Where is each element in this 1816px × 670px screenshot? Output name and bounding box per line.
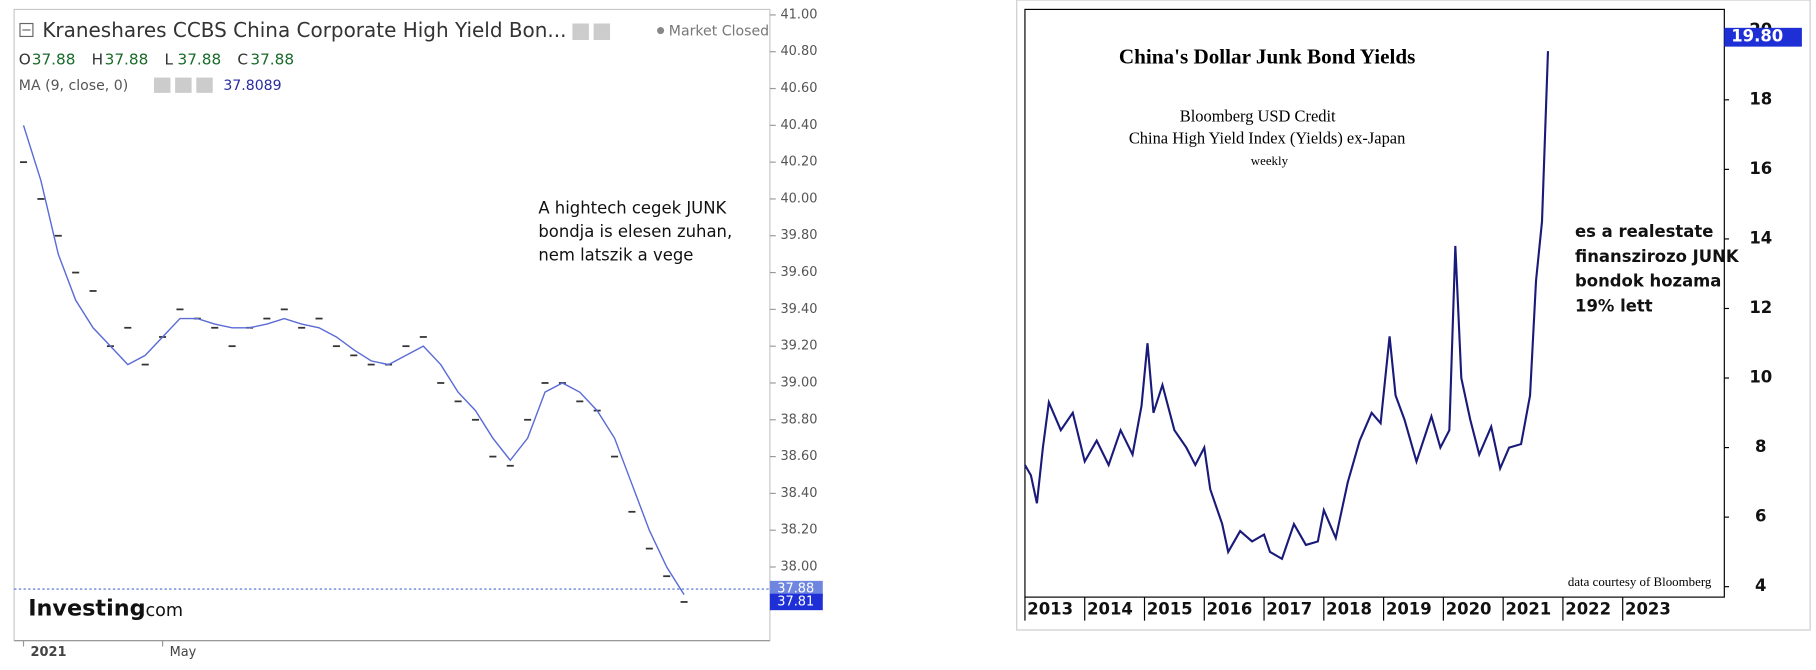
- x-tick-label: 2021: [31, 645, 67, 660]
- yield-line: [1024, 51, 1550, 561]
- y-tick-label: 40.80: [780, 44, 817, 59]
- y-tick-label: 38.20: [780, 523, 817, 538]
- x-tick-label: 2018: [1326, 600, 1372, 619]
- x-tick-label: 2016: [1207, 600, 1253, 619]
- ma-line: [22, 125, 685, 595]
- ohlc-label: L: [165, 50, 174, 68]
- y-tick-label: 12: [1749, 298, 1772, 317]
- y-tick-label: 39.00: [780, 375, 817, 390]
- last-value-tag: [1724, 27, 1802, 47]
- annotation: A hightech cegek JUNK: [538, 199, 727, 218]
- ohlc-value: 37.88: [32, 50, 76, 68]
- indicator-value: 37.8089: [223, 78, 281, 94]
- right-plot-frame: [1024, 8, 1725, 598]
- y-tick-label: 39.80: [780, 228, 817, 243]
- settings-icon[interactable]: [593, 23, 611, 40]
- y-tick-label: 40.20: [780, 155, 817, 170]
- y-tick-label: 10: [1749, 368, 1772, 387]
- y-tick-label: 38.00: [780, 559, 817, 574]
- ohlc-row: O 37.88 H 37.88 L 37.88 C 37.88: [19, 50, 294, 68]
- x-tick-label: 2014: [1087, 600, 1133, 619]
- ohlc-label: H: [92, 50, 103, 68]
- x-tick-label: 2013: [1027, 600, 1073, 619]
- y-tick-label: 38.40: [780, 486, 817, 501]
- source-note: data courtesy of Bloomberg: [1568, 574, 1712, 589]
- y-tick-label: 39.20: [780, 339, 817, 354]
- logo-suffix: .com: [140, 601, 183, 621]
- right-subtitle: China High Yield Index (Yields) ex-Japan: [1129, 129, 1405, 148]
- right-subtitle: Bloomberg USD Credit: [1180, 106, 1336, 125]
- annotation: bondja is elesen zuhan,: [538, 222, 732, 241]
- market-status: Market Closed: [669, 24, 769, 40]
- price-tag-label: 37.81: [777, 594, 814, 609]
- y-tick-label: 41.00: [780, 7, 817, 22]
- x-tick-label: 2021: [1506, 600, 1552, 619]
- y-tick-label: 40.60: [780, 81, 817, 96]
- status-dot: [657, 27, 665, 35]
- ohlc-label: C: [237, 50, 248, 68]
- ohlc-label: O: [19, 50, 31, 68]
- right-subtitle: weekly: [1251, 153, 1289, 168]
- left-plot-frame: [13, 8, 771, 642]
- y-tick-label: 4: [1755, 576, 1766, 595]
- left-title: Kraneshares CCBS China Corporate High Yi…: [42, 18, 566, 42]
- indicator-icon[interactable]: [153, 77, 171, 93]
- ohlc-value: 37.88: [250, 50, 294, 68]
- y-tick-label: 8: [1755, 437, 1766, 456]
- annotation: bondok hozama: [1575, 272, 1721, 291]
- annotation: finanszirozo JUNK: [1575, 247, 1740, 266]
- collapse-icon: [19, 22, 34, 38]
- right-title: China's Dollar Junk Bond Yields: [1119, 45, 1415, 69]
- y-tick-label: 39.40: [780, 302, 817, 317]
- indicator-icon[interactable]: [175, 77, 192, 93]
- settings-icon[interactable]: [572, 23, 589, 40]
- x-tick-label: 2019: [1386, 600, 1432, 619]
- indicator-name: MA (9, close, 0): [19, 78, 128, 94]
- y-tick-label: 6: [1755, 507, 1766, 526]
- ohlc-value: 37.88: [177, 50, 221, 68]
- logo-main: Investing: [28, 595, 145, 621]
- y-tick-label: 38.80: [780, 412, 817, 427]
- x-tick-label: 2020: [1446, 600, 1492, 619]
- x-tick-label: 2017: [1266, 600, 1312, 619]
- price-tag: [769, 593, 823, 611]
- y-tick-label: 40.00: [780, 191, 817, 206]
- y-tick-label: 18: [1749, 89, 1772, 108]
- ohlc-value: 37.88: [105, 50, 149, 68]
- last-value-label: 19.80: [1731, 27, 1783, 46]
- indicator-icon[interactable]: [196, 77, 213, 93]
- y-tick-label: 40.40: [780, 118, 817, 133]
- y-tick-label: 14: [1749, 228, 1772, 247]
- y-tick-label: 38.60: [780, 449, 817, 464]
- annotation: 19% lett: [1575, 296, 1653, 315]
- annotation: nem latszik a vege: [538, 246, 693, 265]
- y-tick-label: 16: [1749, 159, 1772, 178]
- x-tick-label: 2022: [1565, 600, 1611, 619]
- x-tick-label: 2023: [1625, 600, 1671, 619]
- x-tick-label: 2015: [1147, 600, 1193, 619]
- y-tick-label: 39.60: [780, 265, 817, 280]
- price-tag-label: 37.88: [777, 582, 814, 597]
- x-tick-label: May: [170, 645, 197, 660]
- annotation: es a realestate: [1575, 222, 1713, 241]
- price-tag: [769, 580, 823, 598]
